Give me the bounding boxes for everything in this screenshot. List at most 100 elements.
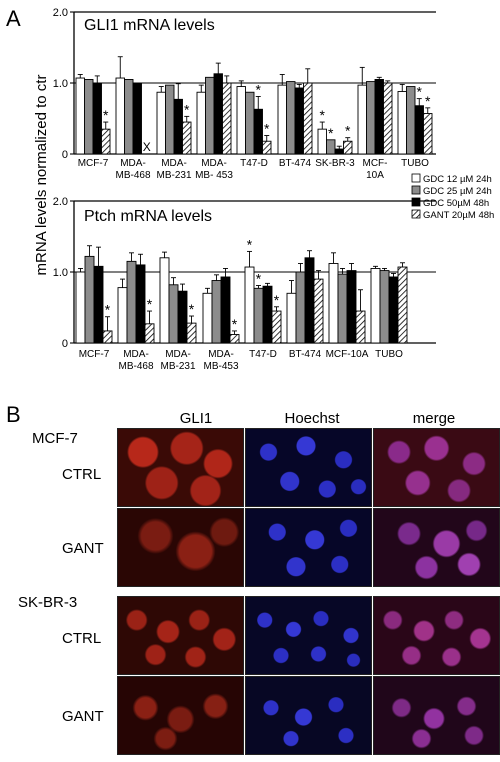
- micrograph-mcf7-gant-hoechst: [245, 508, 372, 587]
- significance-marker: *: [147, 296, 153, 312]
- bar: [406, 86, 416, 155]
- micrograph-mcf7-ctrl-gli1: [117, 428, 244, 507]
- bar: [423, 113, 433, 155]
- bar: [346, 270, 357, 344]
- cell-line-label: SK-BR-3: [18, 594, 78, 611]
- chart-title: GLI1 mRNA levels: [84, 17, 215, 34]
- micrograph-skbr3-ctrl-hoechst: [245, 596, 372, 675]
- missing-marker: X: [143, 140, 151, 154]
- bar: [182, 121, 192, 155]
- row-label-gant: GANT: [62, 540, 104, 557]
- bar: [253, 108, 263, 155]
- category-label: MB-468: [115, 170, 150, 181]
- bar: [355, 310, 366, 344]
- category-label: MCF-: [363, 158, 388, 169]
- bar: [245, 91, 255, 155]
- bar: [313, 278, 324, 344]
- category-label: MDA-: [201, 158, 227, 169]
- category-label: MCF-10A: [326, 349, 369, 360]
- micrograph-mcf7-ctrl-merge: [373, 428, 500, 507]
- significance-marker: *: [189, 301, 195, 317]
- micrograph-mcf7-gant-merge: [373, 508, 500, 587]
- legend-swatch: [411, 185, 421, 195]
- bar: [334, 148, 344, 155]
- panel-a-letter: A: [6, 6, 21, 31]
- legend-swatch: [411, 173, 421, 183]
- significance-marker: *: [184, 101, 190, 117]
- bar: [102, 330, 113, 344]
- legend-swatch: [411, 209, 421, 219]
- significance-marker: *: [345, 123, 351, 139]
- bar: [124, 78, 134, 155]
- significance-marker: *: [256, 81, 262, 97]
- bar: [397, 91, 407, 155]
- bar: [236, 86, 246, 155]
- bar: [397, 266, 408, 344]
- bar: [144, 323, 155, 344]
- chart-title: Ptch mRNA levels: [84, 208, 212, 225]
- bar: [328, 263, 339, 344]
- bar: [222, 82, 232, 155]
- bar: [286, 292, 297, 344]
- bar: [202, 292, 213, 344]
- col-header-hoechst: Hoechst: [284, 410, 340, 427]
- legend-label: GDC 25 µM 24h: [423, 186, 492, 197]
- micrograph-skbr3-gant-merge: [373, 676, 500, 755]
- significance-marker: *: [328, 125, 334, 141]
- bar: [126, 260, 137, 344]
- bar: [253, 287, 264, 344]
- chart-panel-a: A mRNA levels normalized to ctr 2.0 1.0 0 G…: [6, 6, 494, 372]
- bar: [262, 140, 272, 155]
- bar: [229, 334, 240, 344]
- bar: [211, 280, 222, 344]
- category-label: MDA-: [208, 349, 234, 360]
- bar: [205, 76, 215, 155]
- category-label: TUBO: [375, 349, 403, 360]
- legend-swatch: [411, 197, 421, 207]
- bar: [101, 128, 111, 155]
- bar: [159, 257, 170, 344]
- col-header-gli1: GLI1: [179, 410, 213, 427]
- bar: [177, 290, 188, 344]
- micrograph-skbr3-gant-hoechst: [245, 676, 372, 755]
- row-label-ctrl: CTRL: [62, 466, 102, 483]
- bar: [213, 73, 223, 155]
- y-tick-label: 0: [62, 338, 68, 350]
- bar: [295, 271, 306, 344]
- bar: [317, 128, 327, 155]
- category-label: MB- 453: [195, 170, 233, 181]
- significance-marker: *: [103, 107, 109, 123]
- category-label: BT-474: [279, 158, 312, 169]
- bar: [186, 322, 197, 344]
- significance-marker: *: [274, 292, 280, 308]
- micrograph-skbr3-ctrl-merge: [373, 596, 500, 675]
- bar: [93, 265, 104, 344]
- bar: [196, 91, 206, 155]
- shared-ylabel: mRNA levels normalized to ctr: [33, 75, 50, 276]
- micrograph-mcf7-gant-gli1: [117, 508, 244, 587]
- legend-label: GDC 12 µM 24h: [423, 174, 492, 185]
- bar: [388, 276, 399, 344]
- bar: [132, 82, 142, 155]
- panel-b-letter: B: [6, 402, 21, 427]
- row-label-gant: GANT: [62, 708, 104, 725]
- y-tick-label: 1.0: [53, 78, 68, 90]
- bar: [84, 255, 95, 344]
- category-label: MDA-: [165, 349, 191, 360]
- significance-marker: *: [264, 121, 270, 137]
- category-label: MDA-: [120, 158, 146, 169]
- bar: [337, 273, 348, 344]
- bar: [294, 87, 304, 155]
- significance-marker: *: [105, 302, 111, 318]
- significance-marker: *: [320, 107, 326, 123]
- category-label: BT-474: [289, 349, 322, 360]
- bar: [75, 77, 85, 155]
- bar: [165, 84, 175, 155]
- y-tick-label: 2.0: [53, 7, 68, 19]
- bar: [414, 105, 424, 155]
- cell-line-label: MCF-7: [32, 430, 78, 447]
- bar: [262, 285, 273, 344]
- significance-marker: *: [232, 316, 238, 332]
- significance-marker: *: [247, 236, 253, 252]
- significance-marker: *: [425, 93, 431, 109]
